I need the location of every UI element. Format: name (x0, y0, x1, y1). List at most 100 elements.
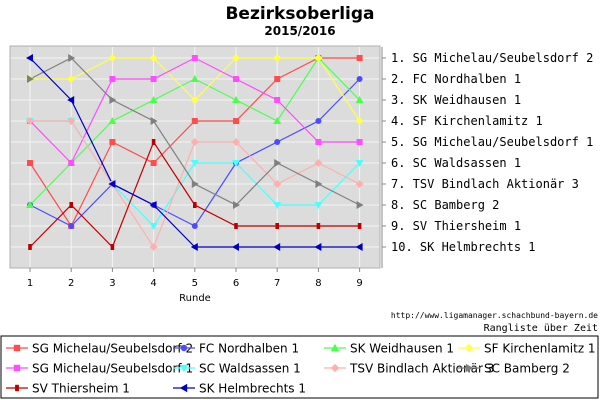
legend-swatch-marker (13, 364, 21, 372)
data-point (234, 223, 238, 229)
legend-swatch-marker (465, 363, 474, 373)
data-point (190, 75, 199, 82)
data-point (232, 243, 239, 251)
legend-label: SF Kirchenlamitz 1 (484, 342, 596, 356)
legend-swatch-marker (13, 344, 21, 352)
data-point (355, 160, 364, 167)
rank-label: 3. SK Weidhausen 1 (391, 93, 521, 107)
data-point (355, 96, 364, 103)
data-point (191, 118, 198, 124)
data-point (26, 201, 34, 208)
data-point (109, 96, 117, 104)
data-point (315, 139, 322, 145)
legend: SG Michelau/Seubelsdorf 2 FC Nordhalben 1… (0, 335, 599, 399)
legend-swatch-marker (464, 343, 474, 353)
data-point (109, 76, 116, 82)
data-point (191, 223, 198, 229)
data-point (273, 54, 282, 62)
data-point (150, 76, 157, 82)
rank-label: 6. SC Waldsassen 1 (391, 156, 521, 170)
x-axis: 1 2 3 4 5 6 7 8 9 (27, 268, 363, 289)
chart-title: Bezirksoberliga (225, 4, 374, 24)
x-tick-label: 1 (27, 278, 33, 289)
data-point (27, 75, 34, 83)
data-point (232, 138, 240, 146)
data-point (274, 76, 281, 82)
legend-swatch-marker (179, 364, 189, 373)
data-point (193, 202, 197, 208)
data-point (151, 139, 156, 145)
data-point (233, 118, 239, 124)
data-point (68, 54, 76, 62)
data-point (110, 244, 115, 250)
series-markers (26, 54, 364, 251)
data-point (314, 54, 323, 62)
x-tick-label: 3 (109, 278, 115, 289)
legend-swatch-marker (330, 363, 340, 373)
x-tick-label: 7 (274, 278, 280, 289)
legend-swatch-marker (330, 343, 340, 352)
legend-label: FC Nordhalben 1 (199, 342, 299, 356)
legend-label: SG Michelau/Seubelsdorf 1 (32, 362, 193, 376)
data-point (233, 76, 239, 82)
legend-label: SG Michelau/Seubelsdorf 2 (32, 342, 193, 356)
x-tick-label: 5 (192, 278, 198, 289)
legend-label: SV Thiersheim 1 (32, 382, 130, 396)
data-point (26, 54, 33, 62)
data-point (150, 160, 157, 166)
legend-swatch-marker (179, 383, 188, 393)
data-point (356, 139, 363, 145)
x-tick-label: 6 (233, 278, 239, 289)
rank-label: 9. SV Thiersheim 1 (391, 219, 521, 233)
data-point (149, 201, 157, 209)
data-point (108, 117, 117, 124)
chart-caption: Rangliste über Zeit (484, 323, 598, 334)
data-point (190, 243, 198, 251)
data-point (149, 54, 158, 62)
x-tick-label: 2 (68, 278, 74, 289)
data-point (67, 96, 75, 104)
data-point (28, 244, 32, 250)
x-tick-label: 9 (356, 278, 362, 289)
data-point (232, 96, 240, 103)
data-point (275, 223, 279, 229)
data-point (108, 180, 116, 188)
data-point (315, 118, 322, 124)
legend-label: TSV Bindlach Aktionär 3 (349, 362, 494, 376)
data-point (69, 202, 73, 208)
data-point (68, 160, 75, 166)
ranking-list: 1. SG Michelau/Seubelsdorf 2 2. FC Nordha… (381, 47, 593, 268)
data-point (274, 139, 281, 145)
legend-box (0, 335, 599, 399)
data-point (149, 243, 158, 251)
legend-label: SK Weidhausen 1 (350, 342, 454, 356)
data-point (190, 96, 199, 104)
data-point (191, 180, 199, 188)
data-point (232, 54, 240, 62)
legend-swatch-marker (180, 344, 188, 352)
data-point (357, 223, 362, 229)
data-point (149, 223, 158, 230)
data-point (149, 96, 158, 103)
data-point (26, 117, 34, 125)
data-point (273, 117, 282, 124)
rank-label: 4. SF Kirchenlamitz 1 (391, 114, 543, 128)
data-point (27, 160, 33, 166)
data-point (109, 139, 116, 145)
data-point (150, 117, 158, 125)
data-point (355, 243, 363, 251)
data-point (191, 55, 198, 61)
data-point (314, 202, 323, 209)
data-point (355, 117, 364, 125)
rank-label: 1. SG Michelau/Seubelsdorf 2 (391, 51, 593, 65)
legend-label: SC Waldsassen 1 (199, 362, 301, 376)
rank-label: 7. TSV Bindlach Aktionär 3 (391, 177, 579, 191)
data-point (315, 180, 323, 188)
source-url: http://www.ligamanager.schachbund-bayern… (391, 311, 598, 320)
legend-swatch-marker (15, 384, 19, 392)
legend-label: SK Helmbrechts 1 (199, 382, 306, 396)
data-point (356, 201, 364, 209)
data-point (108, 54, 117, 62)
data-point (274, 159, 282, 167)
data-point (68, 223, 75, 229)
